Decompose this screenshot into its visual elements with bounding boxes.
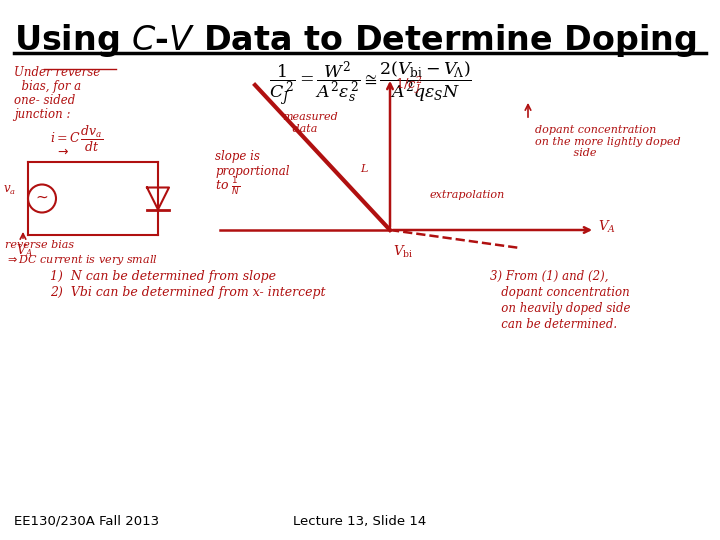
Text: $\Rightarrow$DC current is very small: $\Rightarrow$DC current is very small — [5, 253, 158, 267]
Text: measured
   data: measured data — [282, 112, 338, 133]
Text: $\rightarrow$: $\rightarrow$ — [55, 145, 69, 158]
Text: to $\frac{1}{N}$: to $\frac{1}{N}$ — [215, 175, 240, 197]
Text: $V_A$: $V_A$ — [16, 243, 33, 259]
Text: dopant concentration: dopant concentration — [490, 286, 630, 299]
Text: Under reverse: Under reverse — [14, 66, 100, 79]
Text: extrapolation: extrapolation — [430, 190, 505, 200]
Text: $V_{\rm bi}$: $V_{\rm bi}$ — [393, 244, 413, 260]
Text: Using $\bf{\it{C}}$-$\bf{\it{V}}$ Data to Determine Doping: Using $\bf{\it{C}}$-$\bf{\it{V}}$ Data t… — [14, 22, 696, 59]
Text: reverse bias: reverse bias — [5, 240, 74, 250]
Text: 2)  Vbi can be determined from x- intercept: 2) Vbi can be determined from x- interce… — [50, 286, 325, 299]
Text: $\dfrac{1}{C_J^{\,2}} = \dfrac{W^2}{A^2\varepsilon_s^{\,2}} \cong \dfrac{2(V_{\m: $\dfrac{1}{C_J^{\,2}} = \dfrac{W^2}{A^2\… — [269, 60, 472, 109]
Text: slope is
proportional: slope is proportional — [215, 150, 289, 178]
Text: dopant concentration
on the more lightly doped
           side: dopant concentration on the more lightly… — [535, 125, 680, 158]
Text: can be determined.: can be determined. — [490, 318, 617, 331]
Text: $1/c_J^2$: $1/c_J^2$ — [395, 74, 423, 96]
Text: $i = C\,\dfrac{dv_a}{dt}$: $i = C\,\dfrac{dv_a}{dt}$ — [50, 124, 104, 154]
Text: 1)  N can be determined from slope: 1) N can be determined from slope — [50, 270, 276, 283]
Text: 3) From (1) and (2),: 3) From (1) and (2), — [490, 270, 608, 283]
Text: on heavily doped side: on heavily doped side — [490, 302, 631, 315]
Text: bias, for a: bias, for a — [14, 80, 81, 93]
Text: $v_a$: $v_a$ — [3, 184, 16, 197]
Text: $V_A$: $V_A$ — [598, 219, 616, 235]
Text: one- sided: one- sided — [14, 94, 76, 107]
Text: junction :: junction : — [14, 108, 71, 121]
Text: L: L — [360, 164, 367, 174]
Text: EE130/230A Fall 2013: EE130/230A Fall 2013 — [14, 515, 159, 528]
Text: ~: ~ — [35, 190, 48, 205]
Text: Lecture 13, Slide 14: Lecture 13, Slide 14 — [293, 515, 427, 528]
